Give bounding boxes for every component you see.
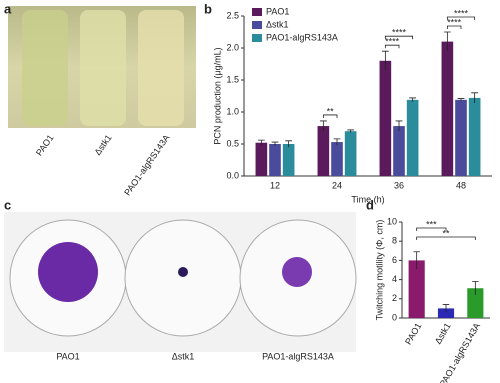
significance-label: *** [426,219,437,229]
error-bar [457,98,465,102]
tube [138,10,184,126]
colony [178,267,188,277]
bar [467,288,484,318]
legend-label: PAO1 [266,6,289,16]
tube [80,10,126,126]
legend-label: Δstk1 [266,19,289,29]
error-bar [409,97,417,102]
legend-swatch [252,8,262,16]
panel-label: a [4,1,12,16]
legend-swatch [252,21,262,29]
sample-label: PAO1-algRS143A [122,133,171,198]
y-axis-label: PCN production (μg/mL) [212,47,222,144]
legend-label: PAO1-algRS143A [266,32,338,42]
significance-bracket [322,114,338,118]
error-bar [285,140,293,148]
y-tick-label: 2.0 [226,42,239,52]
bar [282,144,295,176]
significance-label: ** [442,228,450,238]
panel-label: d [366,197,374,212]
significance-bracket [446,25,462,29]
bar [317,126,330,176]
bar [331,142,343,176]
bar [344,131,357,176]
sample-label: PAO1 [34,133,56,158]
sample-label: Δstk1 [172,351,195,361]
bar [255,142,268,176]
error-bar [333,138,341,146]
panel-label: c [4,197,11,212]
bar [408,260,425,318]
significance-bracket [416,236,476,240]
error-bar [381,50,389,71]
bar [269,144,281,176]
legend-swatch [252,34,262,42]
significance-label: **** [447,17,462,27]
panel-label: b [204,1,212,16]
bar [393,126,405,176]
error-bar [257,139,265,146]
y-tick-label: 6 [392,255,397,265]
sample-label: PAO1-algRS143A [262,351,334,361]
y-tick-label: 2 [392,293,397,303]
bar [437,308,455,318]
y-tick-label: 0 [392,312,397,322]
y-axis-label: Twitching motility (Φ, cm) [374,220,384,321]
y-tick-label: 0.0 [226,170,239,180]
error-bar [319,120,327,132]
significance-label: ** [327,106,335,116]
error-bar [443,31,451,52]
significance-bracket [384,44,400,49]
x-tick-label: 12 [270,180,280,190]
error-bar [442,304,450,313]
sample-label: PAO1 [56,351,79,361]
x-axis-label: Time (h) [351,194,384,204]
error-bar [472,281,479,295]
colony [282,257,312,287]
colony [38,242,98,302]
x-tick-label: 48 [456,180,466,190]
significance-bracket [446,16,476,20]
error-bar [347,129,355,133]
error-bar [395,120,403,132]
significance-label: **** [454,8,469,18]
significance-bracket [416,227,447,231]
x-tick-label: 24 [332,180,342,190]
x-tick-label: Δstk1 [433,321,453,346]
bar [468,97,481,176]
y-tick-label: 0.5 [226,138,239,148]
y-tick-label: 2.5 [226,10,239,20]
bar [406,99,419,176]
error-bar [413,251,420,270]
sample-label: Δstk1 [92,133,113,157]
tube [22,10,68,126]
y-tick-label: 10 [387,216,397,226]
significance-bracket [384,35,414,40]
error-bar [271,141,279,146]
significance-label: **** [392,28,407,38]
plate [124,219,242,337]
bar [379,60,392,176]
y-tick-label: 1.0 [226,106,239,116]
bar [441,41,454,176]
y-tick-label: 8 [392,236,397,246]
y-tick-label: 1.5 [226,74,239,84]
significance-label: **** [385,37,400,47]
x-tick-label: PAO1 [403,321,423,346]
error-bar [471,92,479,104]
bar [455,99,467,176]
x-tick-label: 36 [394,180,404,190]
y-tick-label: 4 [392,274,397,284]
